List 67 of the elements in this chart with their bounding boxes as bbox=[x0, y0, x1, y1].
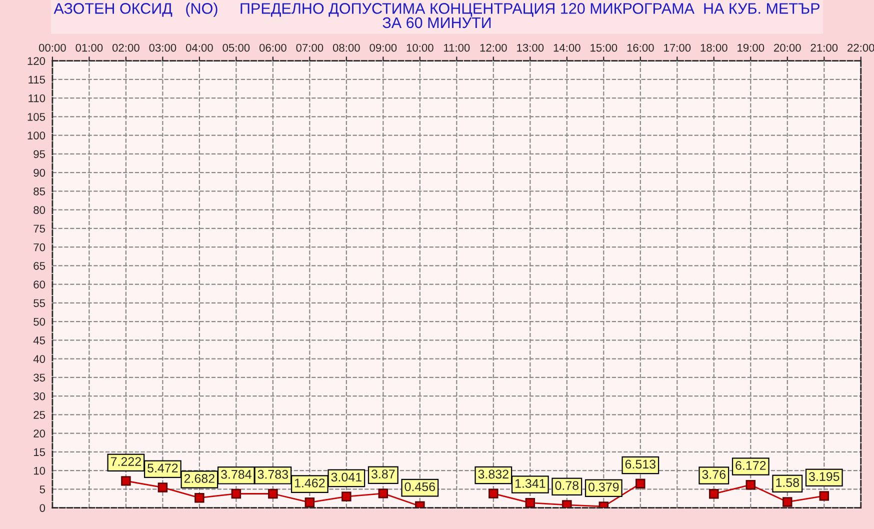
y-tick-label: 95 bbox=[34, 150, 46, 158]
data-label: 2.682 bbox=[184, 474, 214, 483]
x-tick-label: 03:00 bbox=[149, 44, 176, 52]
x-tick-label: 07:00 bbox=[296, 44, 324, 52]
x-tick-label: 22:00 bbox=[848, 44, 874, 52]
data-label: 6.172 bbox=[736, 461, 766, 470]
data-label: 3.195 bbox=[808, 472, 840, 481]
y-tick-label: 105 bbox=[28, 112, 46, 121]
y-tick-label: 50 bbox=[34, 318, 46, 326]
data-label: 0.379 bbox=[588, 482, 619, 492]
x-tick-label: 09:00 bbox=[370, 44, 397, 52]
x-tick-label: 20:00 bbox=[774, 44, 801, 52]
x-tick-label: 08:00 bbox=[332, 44, 360, 52]
x-tick-label: 06:00 bbox=[259, 44, 286, 52]
y-tick-label: 0 bbox=[40, 504, 46, 512]
y-tick-label: 45 bbox=[33, 336, 46, 344]
x-tick-label: 14:00 bbox=[554, 44, 580, 52]
y-tick-label: 40 bbox=[33, 355, 46, 363]
x-tick-label: 16:00 bbox=[627, 44, 654, 52]
x-tick-label: 12:00 bbox=[480, 44, 507, 52]
data-label: 3.784 bbox=[221, 470, 252, 479]
x-tick-label: 10:00 bbox=[406, 44, 434, 52]
x-tick-label: 17:00 bbox=[664, 44, 691, 52]
y-tick-label: 20 bbox=[34, 430, 46, 438]
chart-title: АЗОТЕН ОКСИД (NO) ПРЕДЕЛНО ДОПУСТИМА КОНЦЕНТРАЦИЯ 120 МИКРОГРАМА НА КУБ. МЕТЪР ЗА 60 МИНУТИ bbox=[54, 2, 820, 28]
y-tick-label: 30 bbox=[34, 392, 46, 400]
data-label: 6.513 bbox=[625, 460, 656, 469]
data-label: 1.462 bbox=[294, 478, 325, 488]
data-label: 1.341 bbox=[515, 479, 546, 488]
y-tick-label: 60 bbox=[34, 280, 46, 288]
y-tick-label: 65 bbox=[34, 262, 46, 270]
y-tick-label: 25 bbox=[34, 410, 46, 419]
data-label: 3.87 bbox=[371, 470, 395, 478]
y-tick-label: 15 bbox=[34, 448, 46, 456]
x-tick-label: 18:00 bbox=[700, 44, 728, 52]
y-tick-label: 115 bbox=[28, 76, 46, 84]
y-tick-label: 90 bbox=[34, 168, 46, 177]
data-label: 1.58 bbox=[776, 478, 800, 487]
y-tick-label: 110 bbox=[28, 94, 46, 102]
x-tick-label: 02:00 bbox=[112, 44, 140, 52]
data-label: 3.832 bbox=[478, 470, 508, 479]
data-label: 0.456 bbox=[404, 482, 436, 492]
data-label: 5.472 bbox=[148, 464, 178, 472]
data-label: 3.783 bbox=[258, 470, 288, 479]
x-tick-label: 04:00 bbox=[186, 44, 213, 52]
x-tick-label: 01:00 bbox=[76, 44, 103, 52]
y-tick-label: 120 bbox=[28, 57, 46, 65]
data-label: 3.041 bbox=[331, 472, 362, 482]
data-label: 3.76 bbox=[702, 470, 726, 479]
x-tick-label: 15:00 bbox=[590, 44, 618, 52]
y-tick-label: 85 bbox=[34, 187, 46, 196]
y-tick-label: 5 bbox=[40, 486, 46, 494]
y-tick-label: 55 bbox=[34, 299, 46, 308]
data-label: 7.222 bbox=[110, 457, 141, 466]
y-tick-label: 70 bbox=[34, 243, 46, 252]
y-tick-label: 10 bbox=[34, 466, 46, 475]
data-label: 0.78 bbox=[555, 481, 579, 490]
y-tick-label: 35 bbox=[34, 374, 46, 382]
x-tick-label: 21:00 bbox=[810, 44, 838, 52]
x-tick-label: 13:00 bbox=[517, 44, 544, 52]
x-tick-label: 00:00 bbox=[38, 44, 66, 52]
x-tick-label: 05:00 bbox=[222, 44, 250, 52]
y-tick-label: 75 bbox=[34, 224, 46, 233]
x-tick-label: 19:00 bbox=[738, 44, 764, 52]
y-tick-label: 80 bbox=[34, 206, 46, 214]
x-tick-label: 11:00 bbox=[444, 44, 470, 52]
y-tick-label: 100 bbox=[28, 132, 46, 140]
